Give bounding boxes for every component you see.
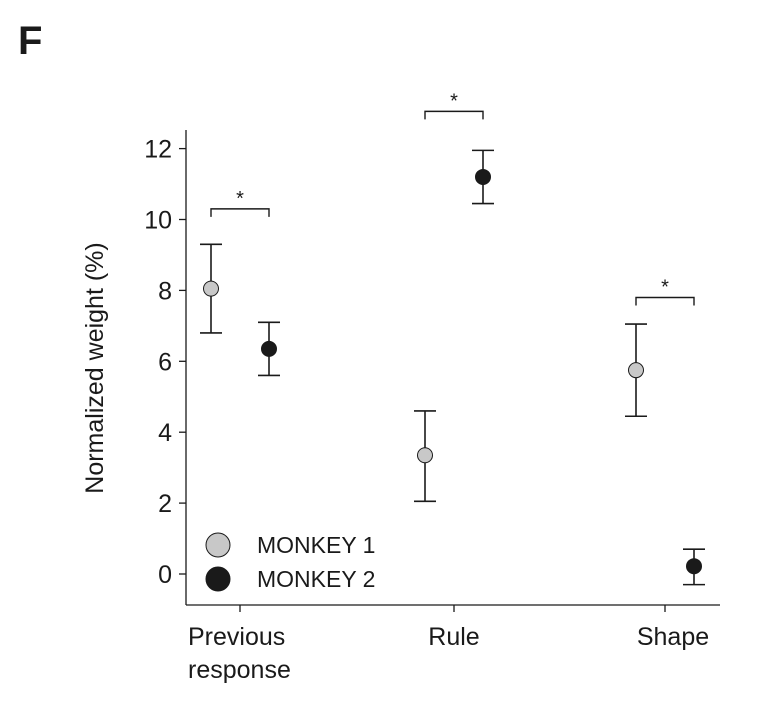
y-tick-label: 0 [158,561,172,589]
significance-bracket [424,110,484,120]
data-point [686,558,702,575]
x-tick-label: Shape [637,623,709,651]
chart-axes: 0 2 4 6 8 10 12 Previous response Rule Shape Normal… [81,130,720,684]
y-tick-label: 8 [158,277,172,305]
y-axis-label: Normalized weight (%) [81,242,109,493]
data-point [417,447,433,464]
chart-marks: * * * [200,90,705,586]
y-tick-label: 2 [158,490,172,518]
significance-label: * [450,90,458,112]
chart-legend: MONKEY 1 MONKEY 2 [205,532,375,592]
significance-label: * [661,276,669,298]
y-tick-label: 12 [144,136,172,164]
panel-label: F [18,19,42,63]
significance-bracket [635,296,695,306]
data-point [261,340,277,357]
data-point [628,362,644,379]
data-point [203,280,219,297]
y-tick-label: 4 [158,419,172,447]
legend-marker [205,566,231,592]
x-tick-label: Rule [428,623,479,651]
legend-label: MONKEY 2 [257,566,375,592]
y-tick-label: 6 [158,348,172,376]
data-point [475,168,491,185]
significance-label: * [236,188,244,210]
significance-bracket [210,208,270,217]
legend-marker [205,532,231,558]
legend-label: MONKEY 1 [257,532,375,558]
x-tick-label: Previous response [188,623,291,684]
y-tick-label: 10 [144,207,172,235]
